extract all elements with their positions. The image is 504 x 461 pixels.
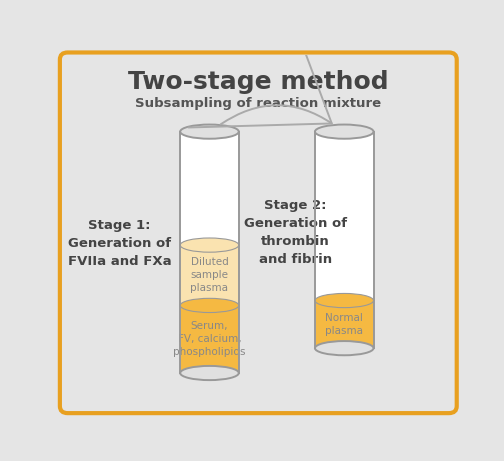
FancyArrowPatch shape bbox=[188, 0, 332, 128]
Text: Two-stage method: Two-stage method bbox=[128, 70, 389, 94]
Text: Subsampling of reaction mixture: Subsampling of reaction mixture bbox=[135, 97, 382, 110]
Ellipse shape bbox=[180, 124, 239, 139]
Ellipse shape bbox=[180, 366, 239, 380]
Ellipse shape bbox=[315, 341, 373, 355]
Bar bbox=[180, 306, 239, 373]
Bar bbox=[315, 132, 373, 348]
Ellipse shape bbox=[180, 298, 239, 313]
FancyBboxPatch shape bbox=[60, 53, 457, 413]
Text: Stage 2:
Generation of
thrombin
and fibrin: Stage 2: Generation of thrombin and fibr… bbox=[244, 199, 347, 266]
Text: Normal
plasma: Normal plasma bbox=[325, 313, 363, 336]
Bar bbox=[180, 132, 239, 373]
Text: Diluted
sample
plasma: Diluted sample plasma bbox=[191, 257, 228, 294]
Ellipse shape bbox=[315, 294, 373, 307]
Text: Stage 1:
Generation of
FVIIa and FXa: Stage 1: Generation of FVIIa and FXa bbox=[68, 219, 171, 268]
Text: Serum,
FV, calcium,
phospholipids: Serum, FV, calcium, phospholipids bbox=[173, 321, 246, 357]
Bar bbox=[315, 301, 373, 348]
Ellipse shape bbox=[315, 124, 373, 139]
Ellipse shape bbox=[180, 238, 239, 252]
Bar bbox=[180, 245, 239, 306]
